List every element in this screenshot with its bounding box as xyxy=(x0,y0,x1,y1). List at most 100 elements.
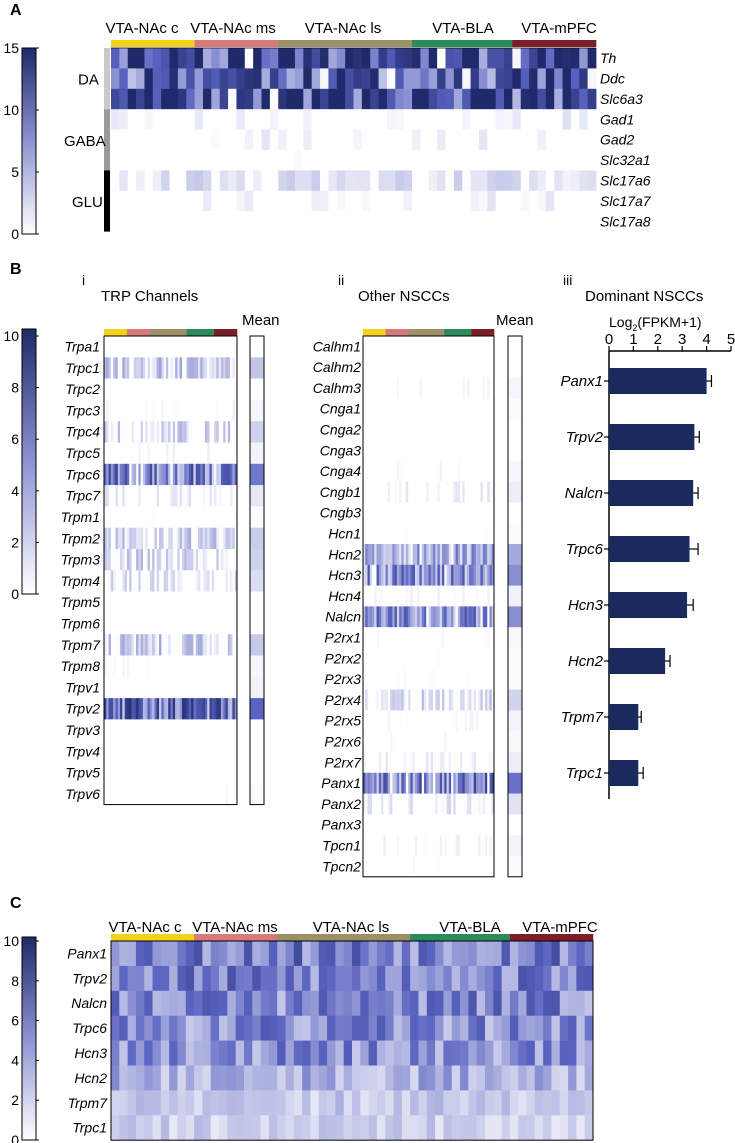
heat-cell xyxy=(149,698,153,720)
category-label-trpc6: Trpc6 xyxy=(566,541,604,558)
heat-cell xyxy=(223,570,226,592)
heat-cell xyxy=(227,740,231,763)
heat-cell xyxy=(156,740,160,763)
heat-cell xyxy=(383,440,386,462)
heat-cell xyxy=(117,783,121,805)
heat-cell xyxy=(393,1065,403,1091)
heat-cell xyxy=(336,88,346,110)
heat-cell xyxy=(136,150,145,171)
row-label-hcn1: Hcn1 xyxy=(328,526,361,542)
heat-cell xyxy=(363,689,366,711)
heat-cell xyxy=(453,440,456,462)
heat-cell xyxy=(184,527,187,550)
heat-cell xyxy=(177,1065,187,1091)
heat-cell xyxy=(484,606,488,628)
heat-cell xyxy=(378,627,382,649)
heat-cell xyxy=(426,336,429,358)
heat-cell xyxy=(126,549,130,571)
heat-cell xyxy=(374,793,377,815)
heat-cell xyxy=(193,783,197,805)
heat-cell xyxy=(154,399,158,422)
heat-cell xyxy=(163,357,167,379)
heat-cell xyxy=(188,357,192,379)
heat-cell xyxy=(172,740,176,763)
heat-cell xyxy=(376,523,380,545)
heat-cell xyxy=(484,814,488,836)
heat-cell xyxy=(149,378,153,401)
heat-cell xyxy=(419,772,423,794)
heat-cell xyxy=(417,648,420,670)
heat-cell xyxy=(412,710,416,732)
heat-cell xyxy=(405,523,409,545)
heat-cell xyxy=(453,752,456,774)
heat-cell xyxy=(480,689,484,711)
region-band-4 xyxy=(186,329,215,336)
heat-cell xyxy=(378,481,382,503)
heat-cell xyxy=(369,835,373,857)
heat-cell xyxy=(374,460,377,482)
heat-cell xyxy=(108,357,112,379)
heat-cell xyxy=(417,419,420,441)
heat-cell xyxy=(195,762,199,784)
heat-cell xyxy=(393,941,403,967)
heat-cell xyxy=(394,544,398,566)
heat-cell xyxy=(142,399,146,422)
heat-cell xyxy=(172,676,176,699)
heat-cell xyxy=(414,772,418,794)
heat-cell xyxy=(145,591,148,614)
heat-cell xyxy=(345,68,354,90)
heat-cell xyxy=(195,591,199,614)
heat-cell xyxy=(435,814,438,836)
heat-cell xyxy=(453,564,456,586)
heat-cell xyxy=(367,419,371,441)
heat-cell xyxy=(403,377,407,399)
heat-cell xyxy=(232,612,236,635)
heat-cell xyxy=(277,990,286,1016)
heat-cell xyxy=(437,170,446,192)
heat-cell xyxy=(142,655,146,678)
heat-cell xyxy=(412,460,416,482)
heat-cell xyxy=(185,990,195,1016)
heat-cell xyxy=(444,814,447,836)
heat-cell xyxy=(473,627,477,649)
heat-cell xyxy=(520,190,530,212)
heat-cell xyxy=(442,502,445,524)
heat-cell xyxy=(365,502,368,524)
heat-cell xyxy=(562,48,572,69)
heat-cell xyxy=(207,676,210,699)
heat-cell xyxy=(455,668,459,690)
heat-cell xyxy=(435,856,438,878)
heat-cell xyxy=(383,460,386,482)
heat-cell xyxy=(453,88,463,110)
heat-cell xyxy=(170,336,174,358)
heat-cell xyxy=(570,48,580,69)
heat-cell xyxy=(392,814,396,836)
heat-cell xyxy=(294,88,304,110)
heat-cell xyxy=(478,648,481,670)
heat-cell xyxy=(469,523,472,545)
row-label-trpc5: Trpc5 xyxy=(65,445,100,461)
heat-cell xyxy=(482,356,486,378)
heat-cell xyxy=(207,527,210,550)
heat-cell xyxy=(387,856,391,878)
heat-cell xyxy=(403,190,413,212)
heat-cell xyxy=(191,783,194,805)
trp-heatmap-frame xyxy=(103,335,238,806)
heat-cell xyxy=(401,1115,411,1141)
heat-cell xyxy=(412,752,416,774)
heat-cell xyxy=(218,549,222,571)
heat-cell xyxy=(471,793,475,815)
heat-cell xyxy=(353,190,363,212)
heat-cell xyxy=(142,698,146,720)
heat-cell xyxy=(428,793,432,815)
heat-cell xyxy=(526,1115,536,1141)
heat-cell xyxy=(518,1115,527,1141)
mean-cell xyxy=(250,719,264,741)
heat-cell xyxy=(435,1040,444,1066)
heat-cell xyxy=(156,676,160,699)
heat-cell xyxy=(469,835,472,857)
heat-cell xyxy=(278,109,287,130)
heat-cell xyxy=(124,740,128,763)
heat-cell xyxy=(184,591,187,614)
